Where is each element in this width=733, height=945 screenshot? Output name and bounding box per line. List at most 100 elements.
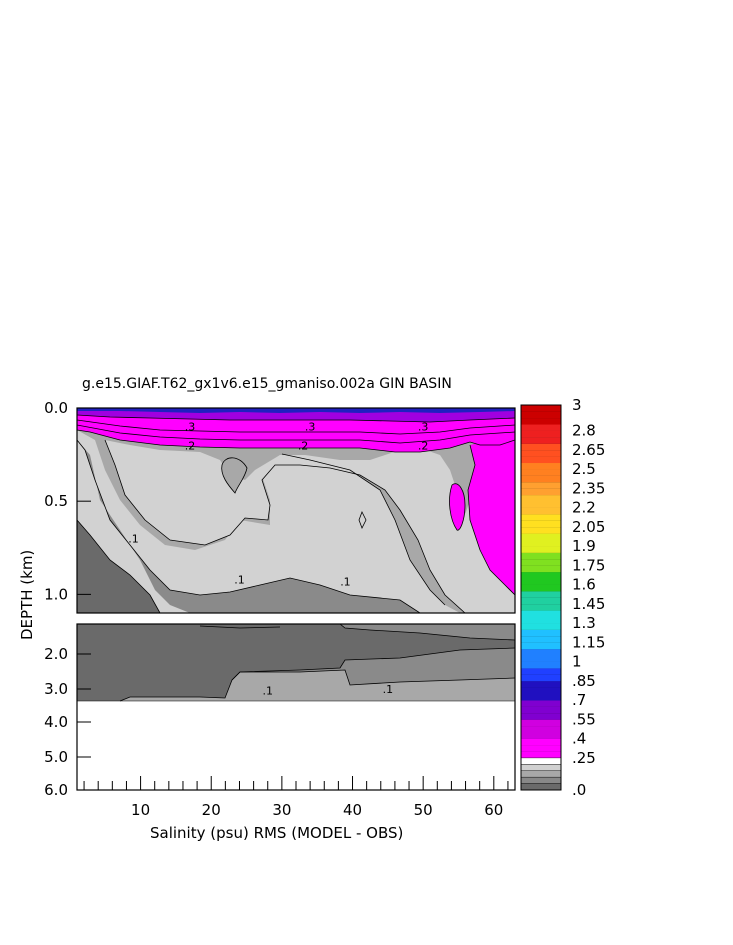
- colorbar-label: 1.9: [572, 537, 596, 555]
- colorbar-swatch: [521, 469, 561, 476]
- colorbar-swatch: [521, 648, 561, 656]
- lower-contour-region-light: [120, 670, 515, 701]
- y-tick-label: 2.0: [44, 645, 68, 663]
- colorbar-label: 1.3: [572, 614, 596, 632]
- colorbar-swatch: [521, 565, 561, 573]
- colorbar-swatch: [521, 533, 561, 541]
- colorbar-swatch: [521, 674, 561, 682]
- colorbar-swatch: [521, 693, 561, 701]
- colorbar-gray-swatch: [520, 757, 562, 765]
- contour-island: [221, 457, 248, 494]
- colorbar-swatch: [521, 578, 561, 585]
- y-tick-label: 0.5: [44, 492, 68, 510]
- lower-panel: [76, 623, 516, 791]
- y-axis-upper: 0.0 0.5 1.0: [44, 399, 91, 603]
- contour-region-east-magenta: [468, 440, 515, 595]
- y-tick-label: 1.0: [44, 585, 68, 603]
- colorbar-label: 3: [572, 396, 582, 414]
- colorbar-swatch: [521, 700, 561, 707]
- y-tick-label: 0.0: [44, 399, 68, 417]
- contour-label: .2: [418, 439, 429, 452]
- colorbar-swatch: [521, 552, 561, 560]
- contour-label: .3: [185, 421, 196, 434]
- y-tick-label: 3.0: [44, 680, 68, 698]
- contour-labels: .3 .3 .3 .2 .2 .2 .1 .1 .1 .1 .1: [128, 421, 428, 698]
- colorbar-swatch: [521, 424, 561, 431]
- colorbar-label: 2.5: [572, 460, 596, 478]
- colorbar-label: .25: [572, 749, 596, 767]
- colorbar-swatch: [521, 584, 561, 592]
- colorbar-swatch: [521, 449, 561, 457]
- colorbar-gray-swatch: [520, 776, 562, 784]
- colorbar-label: .4: [572, 730, 586, 748]
- x-tick-label: 30: [272, 801, 291, 819]
- colorbar-swatch: [521, 520, 561, 528]
- colorbar-gray-swatch: [520, 764, 562, 771]
- colorbar-label: .7: [572, 691, 586, 709]
- y-axis-label: DEPTH (km): [18, 550, 36, 640]
- colorbar-swatch: [521, 539, 561, 547]
- colorbar-swatch: [521, 719, 561, 727]
- colorbar-swatch: [521, 597, 561, 605]
- colorbar-label: 2.35: [572, 479, 605, 497]
- colorbar-swatch: [521, 629, 561, 637]
- contour-label: .1: [383, 683, 394, 696]
- colorbar-swatch: [521, 501, 561, 508]
- colorbar-gray-swatch: [520, 783, 562, 791]
- colorbar-swatch: [521, 732, 561, 739]
- colorbar-label: 2.8: [572, 422, 596, 440]
- colorbar-swatch: [521, 738, 561, 746]
- colorbar-swatch: [521, 603, 561, 611]
- colorbar-swatch: [521, 437, 561, 444]
- contour-label: .1: [340, 575, 351, 588]
- colorbar-label: 2.05: [572, 518, 605, 536]
- colorbar-swatch: [521, 668, 561, 675]
- colorbar-label: 2.2: [572, 499, 596, 517]
- colorbar-label: 1.45: [572, 595, 605, 613]
- colorbar-swatch: [521, 636, 561, 643]
- colorbar-swatch: [521, 642, 561, 650]
- colorbar-swatch: [521, 713, 561, 720]
- y-tick-label: 5.0: [44, 748, 68, 766]
- colorbar-label: 1.15: [572, 633, 605, 651]
- colorbar-swatch: [521, 616, 561, 624]
- colorbar-swatch: [521, 623, 561, 630]
- colorbar-swatch: [521, 725, 561, 733]
- upper-frame: [76, 407, 516, 614]
- contour-region-light: [105, 440, 515, 613]
- contour-label: .2: [298, 439, 309, 452]
- colorbar-swatch: [521, 475, 561, 483]
- colorbar-label: .55: [572, 710, 596, 728]
- colorbar-label: 1.6: [572, 576, 596, 594]
- colorbar-swatch: [521, 405, 561, 412]
- colorbar-swatch: [521, 706, 561, 714]
- colorbar-swatch: [521, 745, 561, 752]
- colorbar-swatch: [521, 751, 561, 759]
- contour-label: .1: [128, 532, 139, 545]
- contour-label: .1: [262, 685, 273, 698]
- colorbar-swatch: [521, 494, 561, 502]
- colorbar-swatch: [521, 559, 561, 566]
- colorbar-swatch: [521, 546, 561, 553]
- colorbar-swatch: [521, 655, 561, 662]
- colorbar-swatch: [521, 456, 561, 464]
- colorbar: 32.82.652.52.352.22.051.91.751.61.451.31…: [520, 396, 605, 799]
- x-tick-label: 40: [343, 801, 362, 819]
- y-tick-label: 6.0: [44, 781, 68, 799]
- colorbar-frame: [520, 404, 562, 791]
- colorbar-swatch: [521, 661, 561, 669]
- colorbar-swatch: [521, 488, 561, 496]
- colorbar-label: .0: [572, 781, 586, 799]
- colorbar-label: .85: [572, 672, 596, 690]
- x-axis-label: Salinity (psu) RMS (MODEL - OBS): [150, 824, 403, 842]
- contour-label: .1: [234, 573, 245, 586]
- contour-label: .3: [418, 421, 429, 434]
- x-tick-label: 50: [414, 801, 433, 819]
- colorbar-swatch: [521, 417, 561, 425]
- x-tick-label: 60: [484, 801, 503, 819]
- colorbar-swatch: [521, 430, 561, 438]
- y-tick-label: 4.0: [44, 713, 68, 731]
- colorbar-label: 1.75: [572, 556, 605, 574]
- colorbar-swatch: [521, 571, 561, 579]
